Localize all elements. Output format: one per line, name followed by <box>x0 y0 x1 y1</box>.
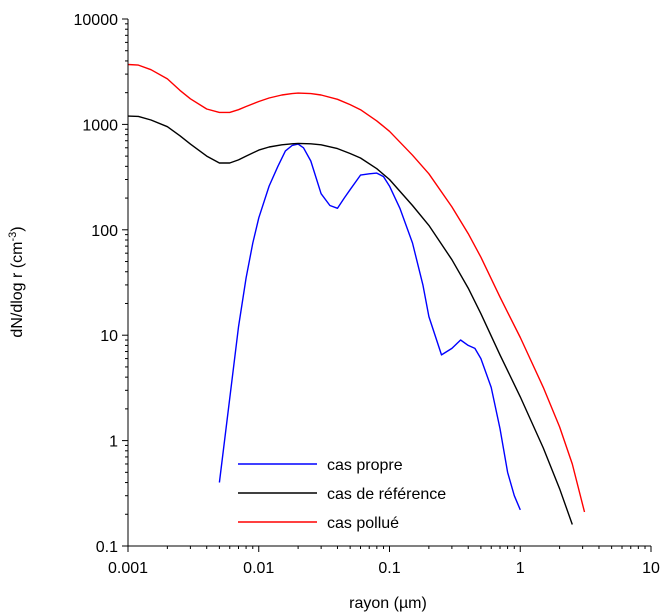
x-tick-label: 0.01 <box>243 560 274 577</box>
x-tick-label: 0.001 <box>108 560 148 577</box>
y-axis-title-sup: -3 <box>7 232 19 242</box>
series-line-2 <box>127 115 573 525</box>
x-tick-label: 10 <box>642 560 660 577</box>
y-tick-label: 0.1 <box>96 539 118 556</box>
y-tick-label: 100 <box>91 223 118 240</box>
legend-label: cas propre <box>327 457 403 474</box>
series-line-3 <box>127 63 586 513</box>
y-tick-label: 10000 <box>74 12 119 29</box>
legend-label: cas de référence <box>327 486 446 503</box>
ticks <box>122 18 652 552</box>
series-line-1 <box>218 143 521 511</box>
plot-lines <box>127 63 586 525</box>
legend: cas propre cas de référence cas pollué <box>238 457 446 532</box>
tick-labels: 0.1 1 10 100 1000 10000 0.001 0.01 0.1 1 10 <box>74 12 661 577</box>
y-tick-label: 1 <box>109 434 118 451</box>
legend-label: cas pollué <box>327 515 399 532</box>
x-tick-label: 0.1 <box>378 560 400 577</box>
x-tick-label: 1 <box>516 560 525 577</box>
y-axis-title-close: ) <box>9 226 26 231</box>
x-axis-title: rayon (µm) <box>349 595 427 612</box>
y-tick-label: 1000 <box>82 117 118 134</box>
y-axis-title: dN/dlog r (cm-3) <box>7 226 26 337</box>
y-axis-title-main: dN/dlog r (cm <box>9 242 26 338</box>
y-tick-label: 10 <box>100 328 118 345</box>
